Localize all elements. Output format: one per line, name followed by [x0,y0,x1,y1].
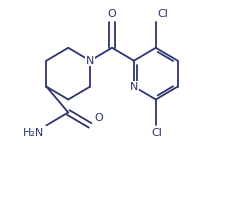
Text: Cl: Cl [151,128,162,138]
Text: O: O [94,113,103,123]
Text: N: N [130,82,138,92]
Text: O: O [108,9,116,19]
Text: Cl: Cl [158,9,169,19]
Text: H₂N: H₂N [23,128,44,138]
Text: N: N [86,56,94,66]
